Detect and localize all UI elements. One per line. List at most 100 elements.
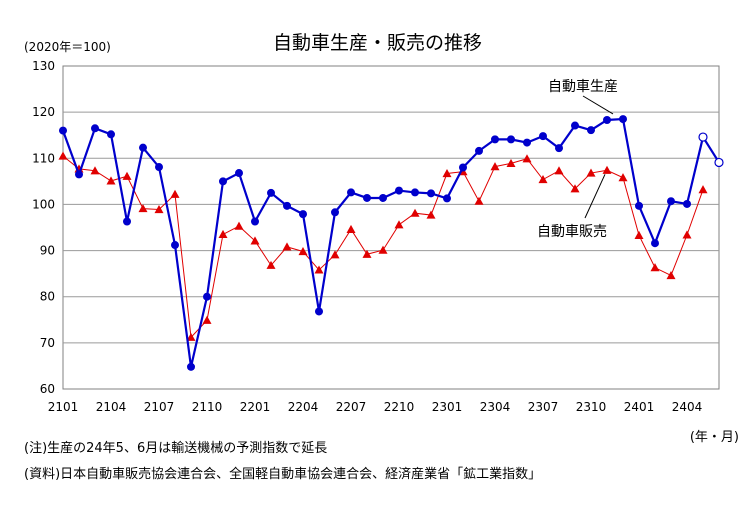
sales-point	[602, 165, 612, 174]
sales-point	[522, 154, 532, 163]
sales-point	[634, 230, 644, 239]
x-tick-label: 2310	[576, 400, 607, 414]
sales-point	[538, 175, 548, 184]
sales-point	[698, 185, 708, 194]
sales-point	[266, 260, 276, 269]
x-tick-label: 2101	[48, 400, 79, 414]
x-unit-label: (年・月)	[689, 430, 739, 445]
y-tick-label: 130	[32, 59, 55, 73]
production-point	[107, 130, 115, 139]
x-tick-label: 2104	[96, 400, 127, 414]
production-point	[139, 143, 147, 152]
production-point	[331, 208, 339, 217]
x-tick-label: 2207	[336, 400, 367, 414]
sales-point	[410, 208, 420, 217]
plot-area	[62, 65, 720, 390]
sales-point	[106, 176, 116, 185]
x-tick-label: 2107	[144, 400, 175, 414]
production-point	[427, 189, 435, 198]
production-point	[219, 177, 227, 186]
sales-point	[154, 205, 164, 214]
y-tick-label: 110	[32, 151, 55, 165]
sales-point	[346, 224, 356, 233]
production-point	[587, 126, 595, 135]
production-point	[555, 144, 563, 153]
annotation-leader	[582, 95, 614, 115]
production-point	[251, 217, 259, 226]
y-tick-label: 90	[40, 244, 55, 258]
production-point	[315, 307, 323, 316]
sales-point	[426, 210, 436, 219]
production-point	[443, 194, 451, 203]
production-point	[635, 201, 643, 210]
sales-point	[170, 189, 180, 198]
sales-point	[618, 173, 628, 182]
sales-point	[58, 151, 68, 160]
sales-point	[474, 196, 484, 205]
production-point	[395, 186, 403, 195]
x-tick-label: 2204	[288, 400, 319, 414]
x-tick-label: 2404	[672, 400, 703, 414]
production-point	[619, 115, 627, 124]
x-tick-label: 2210	[384, 400, 415, 414]
sales-point	[570, 184, 580, 193]
sales-point	[298, 246, 308, 256]
sales-point	[202, 315, 212, 324]
sales-point	[186, 332, 196, 341]
production-point	[523, 138, 531, 147]
sales-point	[378, 245, 388, 254]
y-tick-label: 120	[32, 105, 55, 119]
sales-point	[138, 204, 148, 213]
sales-point	[506, 158, 516, 167]
production-point	[123, 217, 131, 226]
sales-point	[122, 171, 132, 180]
production-point	[235, 169, 243, 178]
sales-point	[218, 229, 228, 239]
production-point	[91, 124, 99, 133]
production-point	[411, 188, 419, 197]
annotation-leader	[584, 174, 606, 219]
production-point	[651, 239, 659, 248]
sales-point	[314, 265, 324, 274]
production-point	[363, 193, 371, 202]
production-point	[75, 170, 83, 179]
production-point	[507, 135, 515, 144]
footnote: (注)生産の24年5、6月は輸送機械の予測指数で延長	[24, 441, 328, 456]
production-point-estimated	[698, 132, 708, 142]
annotation-label: 自動車生産	[548, 78, 618, 95]
y-unit-label: (2020年＝100)	[24, 40, 111, 54]
source-note: (資料)日本自動車販売協会連合会、全国軽自動車協会連合会、経済産業省「鉱工業指数…	[24, 467, 542, 482]
production-point	[571, 121, 579, 130]
sales-point	[362, 249, 372, 258]
sales-point	[282, 242, 292, 251]
production-point	[603, 115, 611, 124]
sales-point	[650, 263, 660, 272]
production-point	[539, 132, 547, 141]
sales-point	[682, 230, 692, 239]
sales-point	[234, 221, 244, 230]
x-tick-label: 2301	[432, 400, 463, 414]
production-point	[667, 197, 675, 206]
production-point	[155, 163, 163, 172]
page-title: 自動車生産・販売の推移	[272, 32, 482, 54]
production-point	[379, 193, 387, 202]
y-tick-label: 70	[40, 336, 55, 350]
x-tick-label: 2307	[528, 400, 559, 414]
annotation-label: 自動車販売	[537, 223, 607, 240]
y-tick-label: 100	[32, 197, 55, 211]
sales-point	[330, 250, 340, 259]
sales-point	[394, 220, 404, 229]
production-point	[347, 188, 355, 197]
sales-point	[666, 270, 676, 280]
production-point	[475, 146, 483, 155]
x-tick-label: 2110	[192, 400, 223, 414]
production-point	[267, 188, 275, 197]
sales-point	[490, 162, 500, 171]
y-tick-label: 80	[40, 290, 55, 304]
sales-point	[554, 166, 564, 175]
sales-point	[90, 166, 100, 175]
production-point	[299, 210, 307, 219]
production-point	[187, 362, 195, 371]
production-point	[459, 163, 467, 172]
